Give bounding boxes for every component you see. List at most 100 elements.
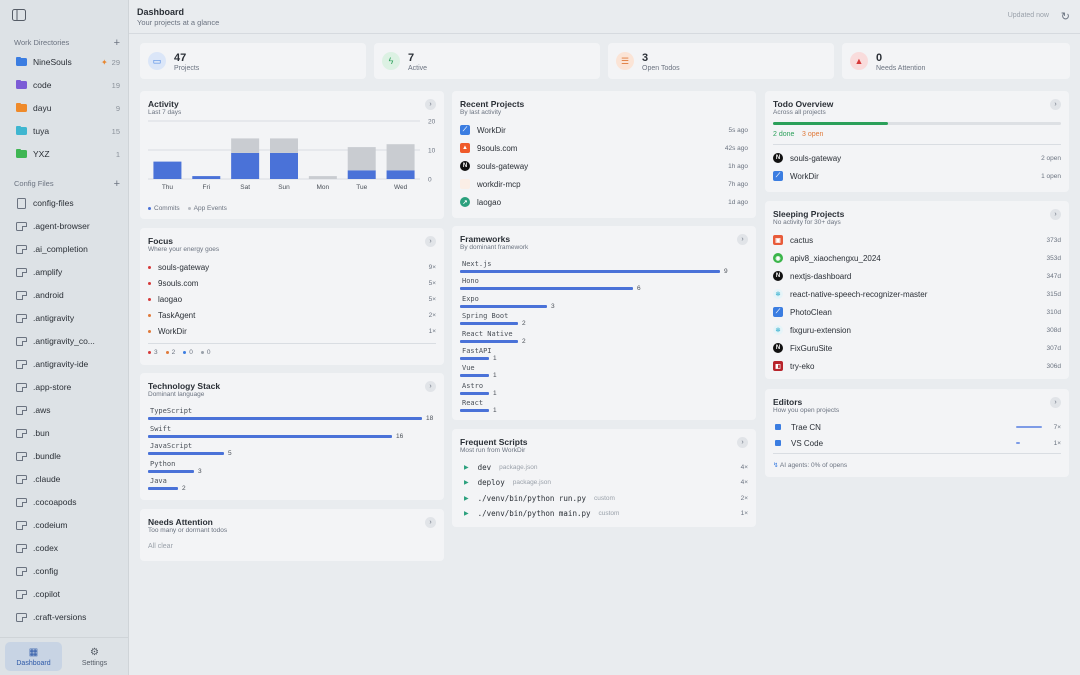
bar-item[interactable]: React 1 [460, 399, 748, 416]
sleeping-project-item[interactable]: ▣ cactus 373d [773, 233, 1061, 247]
bar-item[interactable]: Java 2 [148, 477, 436, 494]
bar-item[interactable]: Next.js 9 [460, 260, 748, 277]
bar-item[interactable]: Astro 1 [460, 382, 748, 399]
sleeping-project-item[interactable]: ◉ apiv8_xiaochengxu_2024 353d [773, 251, 1061, 265]
script-item[interactable]: ▶ ./venv/bin/python run.py custom 2× [460, 491, 748, 505]
bar-item[interactable]: React Native 2 [460, 330, 748, 347]
focus-item[interactable]: laogao 5× [148, 292, 436, 306]
work-directory-item[interactable]: tuya 15 [10, 121, 122, 141]
config-file-item[interactable]: .codex [10, 538, 122, 558]
stat-card[interactable]: ▲ 0 Needs Attention [842, 43, 1070, 79]
chevron-right-icon[interactable]: › [737, 234, 748, 245]
config-file-item[interactable]: .bun [10, 423, 122, 443]
chevron-right-icon[interactable]: › [1050, 209, 1061, 220]
config-file-item[interactable]: .ai_completion [10, 239, 122, 259]
config-file-item[interactable]: .antigravity-ide [10, 354, 122, 374]
add-work-directory-button[interactable]: + [113, 37, 120, 49]
script-item[interactable]: ▶ ./venv/bin/python main.py custom 1× [460, 507, 748, 521]
chevron-right-icon[interactable]: › [425, 381, 436, 392]
project-name: nextjs-dashboard [790, 271, 852, 281]
config-file-item[interactable]: .agent-browser [10, 216, 122, 236]
todo-overview-card: Todo Overview Across all projects › 2 do… [765, 91, 1069, 192]
folder-link-icon [16, 336, 27, 346]
script-item[interactable]: ▶ deploy package.json 4× [460, 476, 748, 490]
config-file-item[interactable]: .craft-versions [10, 607, 122, 627]
work-directory-item[interactable]: dayu 9 [10, 98, 122, 118]
focus-item[interactable]: 9souls.com 5× [148, 276, 436, 290]
add-config-file-button[interactable]: + [113, 178, 120, 190]
play-icon[interactable]: ▶ [464, 495, 469, 502]
work-directory-item[interactable]: YXZ 1 [10, 144, 122, 164]
config-file-item[interactable]: .codeium [10, 515, 122, 535]
editor-open-count: 7× [1053, 423, 1061, 431]
stat-card[interactable]: ☰ 3 Open Todos [608, 43, 834, 79]
play-icon[interactable]: ▶ [464, 464, 469, 471]
config-file-label: .ai_completion [33, 244, 88, 254]
bar-label: React [462, 399, 484, 408]
recent-project-item[interactable]: ▲ 9souls.com 42s ago [460, 141, 748, 155]
config-file-item[interactable]: .claude [10, 469, 122, 489]
sleeping-project-item[interactable]: N FixGuruSite 307d [773, 341, 1061, 355]
chevron-right-icon[interactable]: › [737, 437, 748, 448]
bar-item[interactable]: Expo 3 [460, 295, 748, 312]
chevron-right-icon[interactable]: › [425, 99, 436, 110]
sleeping-project-item[interactable]: ⟋ PhotoClean 310d [773, 305, 1061, 319]
focus-item[interactable]: souls-gateway 9× [148, 260, 436, 274]
recent-project-item[interactable]: ↗ laogao 1d ago [460, 195, 748, 209]
bar-item[interactable]: FastAPI 1 [460, 347, 748, 364]
stat-card[interactable]: ▭ 47 Projects [140, 43, 366, 79]
folder-link-icon [16, 359, 27, 369]
chevron-right-icon[interactable]: › [425, 517, 436, 528]
refresh-icon[interactable]: ↻ [1060, 11, 1070, 23]
bar-item[interactable]: Spring Boot 2 [460, 312, 748, 329]
editor-item[interactable]: Trae CN 7× [773, 420, 1061, 434]
chevron-right-icon[interactable]: › [1050, 397, 1061, 408]
sleeping-project-item[interactable]: ✲ react-native-speech-recognizer-master 31… [773, 287, 1061, 301]
tab-dashboard[interactable]: ▦ Dashboard [5, 642, 62, 671]
project-name: laogao [477, 197, 502, 207]
config-file-item[interactable]: .antigravity [10, 308, 122, 328]
play-icon[interactable]: ▶ [464, 511, 469, 517]
chevron-right-icon[interactable]: › [425, 236, 436, 247]
project-name: workdir-mcp [477, 179, 521, 189]
tab-settings[interactable]: ⚙ Settings [66, 642, 123, 671]
play-icon[interactable]: ▶ [464, 480, 469, 486]
bar-item[interactable]: Swift 16 [148, 425, 436, 442]
config-file-item[interactable]: .bundle [10, 446, 122, 466]
config-file-item[interactable]: .amplify [10, 262, 122, 282]
config-file-item[interactable]: .cocoapods [10, 492, 122, 512]
sleeping-project-item[interactable]: ◧ try-eko 306d [773, 359, 1061, 373]
config-file-item[interactable]: .copilot [10, 584, 122, 604]
bar-item[interactable]: Hono 6 [460, 277, 748, 294]
y-tick-label: 0 [428, 177, 432, 184]
config-file-item[interactable]: .antigravity_co... [10, 331, 122, 351]
priority-dot [148, 265, 151, 269]
bar-item[interactable]: Python 3 [148, 460, 436, 477]
config-file-item[interactable]: .aws [10, 400, 122, 420]
config-file-item[interactable]: .config [10, 561, 122, 581]
recent-project-item[interactable]: workdir-mcp 7h ago [460, 177, 748, 191]
config-file-item[interactable]: .android [10, 285, 122, 305]
recent-project-item[interactable]: ⟋ WorkDir 5s ago [460, 123, 748, 137]
work-directory-item[interactable]: code 19 [10, 75, 122, 95]
work-directory-item[interactable]: NineSouls ✦ 29 [10, 52, 122, 72]
focus-item[interactable]: WorkDir 1× [148, 324, 436, 338]
bar-item[interactable]: Vue 1 [460, 364, 748, 381]
script-item[interactable]: ▶ dev package.json 4× [460, 460, 748, 474]
focus-item[interactable]: TaskAgent 2× [148, 308, 436, 322]
editor-item[interactable]: VS Code 1× [773, 436, 1061, 450]
sidebar-toggle-icon[interactable] [12, 9, 26, 21]
bar-item[interactable]: JavaScript 5 [148, 442, 436, 459]
stat-card[interactable]: ϟ 7 Active [374, 43, 600, 79]
bar-fill [148, 434, 392, 438]
work-directory-label: tuya [33, 126, 50, 136]
config-file-item[interactable]: config-files [10, 193, 122, 213]
sleeping-project-item[interactable]: ✲ fixguru-extension 308d [773, 323, 1061, 337]
bar-item[interactable]: TypeScript 18 [148, 407, 436, 424]
config-file-item[interactable]: .app-store [10, 377, 122, 397]
todo-project-item[interactable]: ⟋ WorkDir 1 open [773, 169, 1061, 183]
chevron-right-icon[interactable]: › [1050, 99, 1061, 110]
